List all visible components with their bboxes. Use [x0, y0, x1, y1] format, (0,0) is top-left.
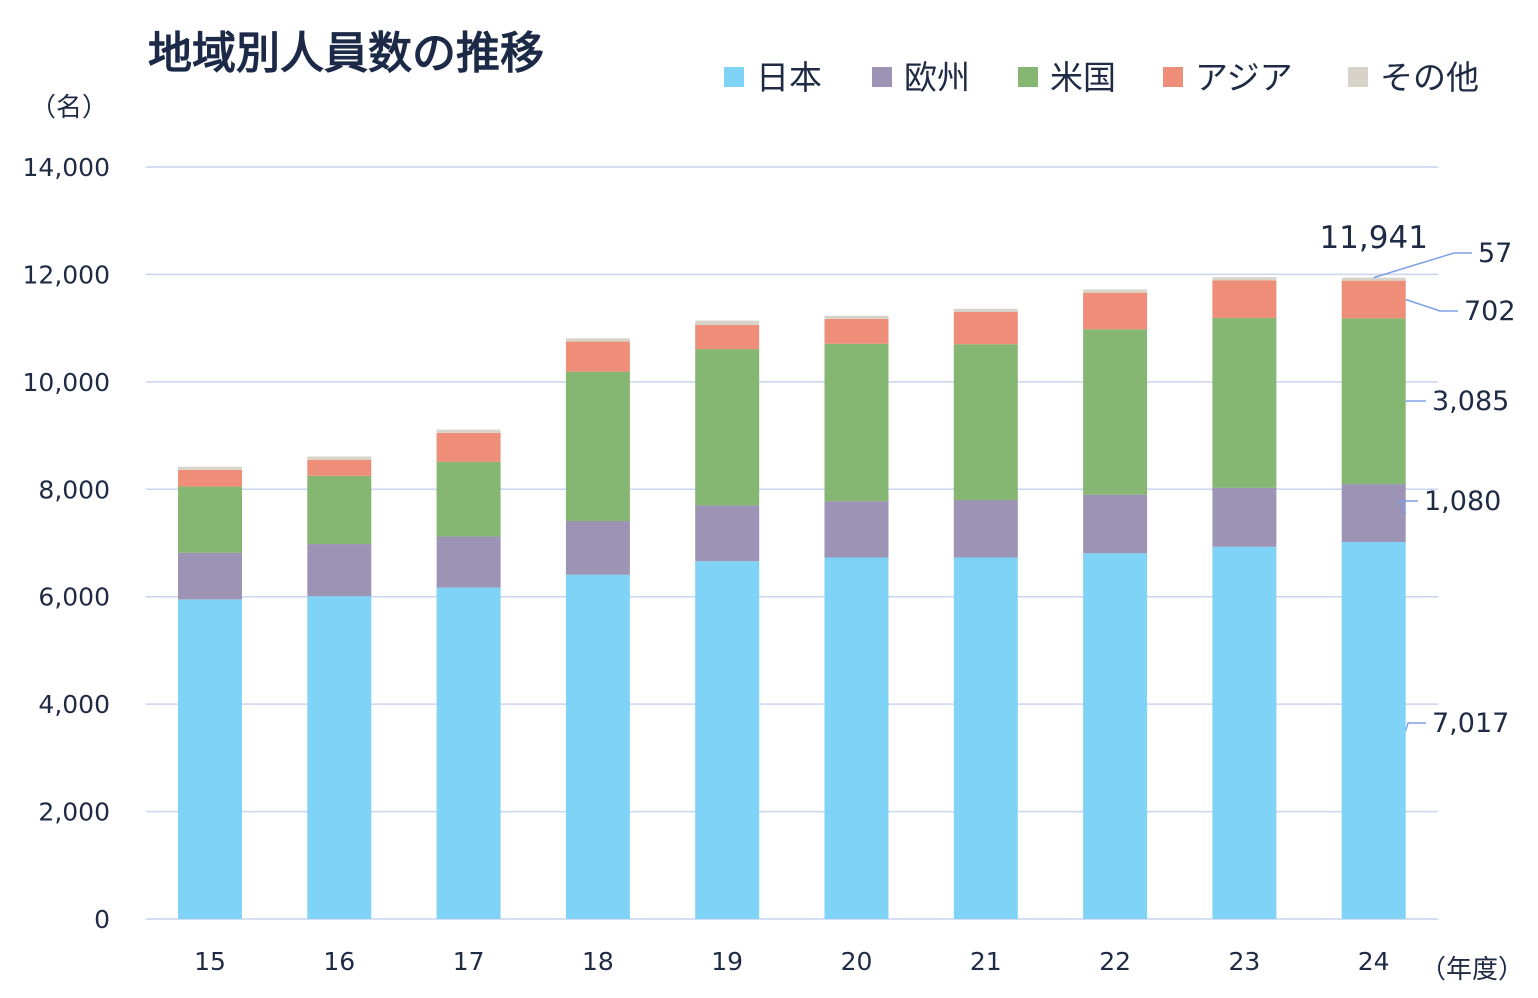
bar-segment — [565, 371, 630, 521]
bar-segment — [1212, 546, 1277, 919]
bar-segment — [695, 349, 760, 506]
bar-segment — [1341, 484, 1406, 543]
x-axis: 15 16 17 18 19 20 21 22 23 24 — [194, 947, 1390, 976]
bar-segment — [1341, 542, 1406, 919]
bar-segment — [824, 557, 889, 919]
legend-label: 欧州 — [904, 58, 970, 97]
y-axis: 0 2,000 4,000 6,000 8,000 10,000 12,000 14,000 — [23, 153, 110, 934]
x-tick-label: 24 — [1358, 947, 1390, 976]
bar-segment — [307, 544, 372, 597]
x-tick-label: 20 — [841, 947, 873, 976]
bar-segment — [1341, 280, 1406, 319]
legend-label: その他 — [1380, 58, 1479, 97]
legend-label: 米国 — [1050, 58, 1116, 97]
legend-swatch — [872, 67, 892, 87]
bar-segment — [1083, 329, 1148, 495]
bar-segment — [1212, 317, 1277, 488]
bar-segment — [307, 475, 372, 545]
legend-swatch — [1163, 67, 1183, 87]
x-tick-label: 19 — [711, 947, 743, 976]
legend-swatch — [1348, 67, 1368, 87]
y-tick-label: 0 — [94, 905, 110, 934]
x-tick-label: 18 — [582, 947, 614, 976]
bar-segment — [1083, 553, 1148, 919]
x-tick-label: 23 — [1228, 947, 1260, 976]
bars — [178, 277, 1406, 919]
chart-title: 地域別人員数の推移 — [148, 28, 544, 79]
x-tick-label: 21 — [970, 947, 1002, 976]
legend-swatch — [1018, 67, 1038, 87]
bar-segment — [953, 557, 1018, 919]
segment-value-label: 3,085 — [1432, 386, 1509, 417]
bar-segment — [824, 343, 889, 502]
bar-segment — [307, 596, 372, 919]
bar-segment — [565, 341, 630, 372]
bar-segment — [695, 561, 760, 919]
legend: 日本 欧州 米国 アジア その他 — [724, 58, 1479, 97]
bar-segment — [953, 500, 1018, 558]
bar-segment — [565, 338, 630, 342]
leader-line — [1404, 722, 1426, 731]
y-axis-unit: （名） — [30, 93, 108, 123]
bar-segment — [953, 308, 1018, 313]
y-tick-label: 8,000 — [38, 475, 110, 504]
bar-segment — [824, 319, 889, 344]
bar-segment — [1341, 277, 1406, 281]
x-tick-label: 15 — [194, 947, 226, 976]
bar-segment — [436, 536, 501, 588]
leader-line — [1398, 500, 1418, 514]
x-tick-label: 22 — [1099, 947, 1131, 976]
bar-segment — [1083, 292, 1148, 330]
legend-swatch — [724, 67, 744, 87]
y-tick-label: 12,000 — [23, 260, 110, 289]
legend-label: 日本 — [756, 58, 822, 97]
bar-segment — [178, 552, 242, 600]
bar-segment — [307, 456, 372, 460]
leader-line — [1373, 252, 1472, 279]
bar-segment — [178, 599, 242, 919]
bar-segment — [953, 344, 1018, 501]
bar-segment — [178, 466, 242, 470]
segment-value-label: 702 — [1464, 296, 1516, 327]
bar-segment — [436, 587, 501, 919]
y-tick-label: 10,000 — [23, 368, 110, 397]
x-tick-label: 16 — [323, 947, 355, 976]
bar-segment — [695, 320, 760, 325]
bar-segment — [1212, 277, 1277, 281]
bar-segment — [436, 461, 501, 537]
bar-segment — [695, 505, 760, 562]
data-labels: 7,017 1,080 3,085 702 57 11,941 — [1319, 220, 1515, 739]
total-value-label: 11,941 — [1319, 220, 1427, 256]
y-tick-label: 2,000 — [38, 798, 110, 827]
bar-segment — [1212, 280, 1277, 318]
leader-line — [1405, 298, 1458, 312]
bar-segment — [1212, 487, 1277, 547]
bar-segment — [695, 324, 760, 350]
y-tick-label: 4,000 — [38, 690, 110, 719]
x-axis-unit: （年度） — [1420, 955, 1524, 985]
bar-segment — [824, 315, 889, 320]
segment-value-label: 57 — [1478, 238, 1512, 269]
bar-segment — [953, 312, 1018, 345]
segment-value-label: 7,017 — [1432, 708, 1509, 739]
bar-segment — [307, 459, 372, 476]
bar-segment — [436, 429, 501, 433]
y-tick-label: 6,000 — [38, 583, 110, 612]
bar-segment — [565, 520, 630, 575]
legend-label: アジア — [1195, 58, 1293, 97]
bar-segment — [824, 501, 889, 558]
bar-segment — [1083, 494, 1148, 554]
bar-segment — [178, 486, 242, 553]
bar-segment — [1083, 289, 1148, 293]
bar-segment — [565, 574, 630, 919]
x-tick-label: 17 — [453, 947, 485, 976]
segment-value-label: 1,080 — [1424, 486, 1501, 517]
bar-segment — [436, 432, 501, 462]
bar-segment — [1341, 318, 1406, 485]
y-tick-label: 14,000 — [23, 153, 110, 182]
bar-segment — [178, 469, 242, 487]
